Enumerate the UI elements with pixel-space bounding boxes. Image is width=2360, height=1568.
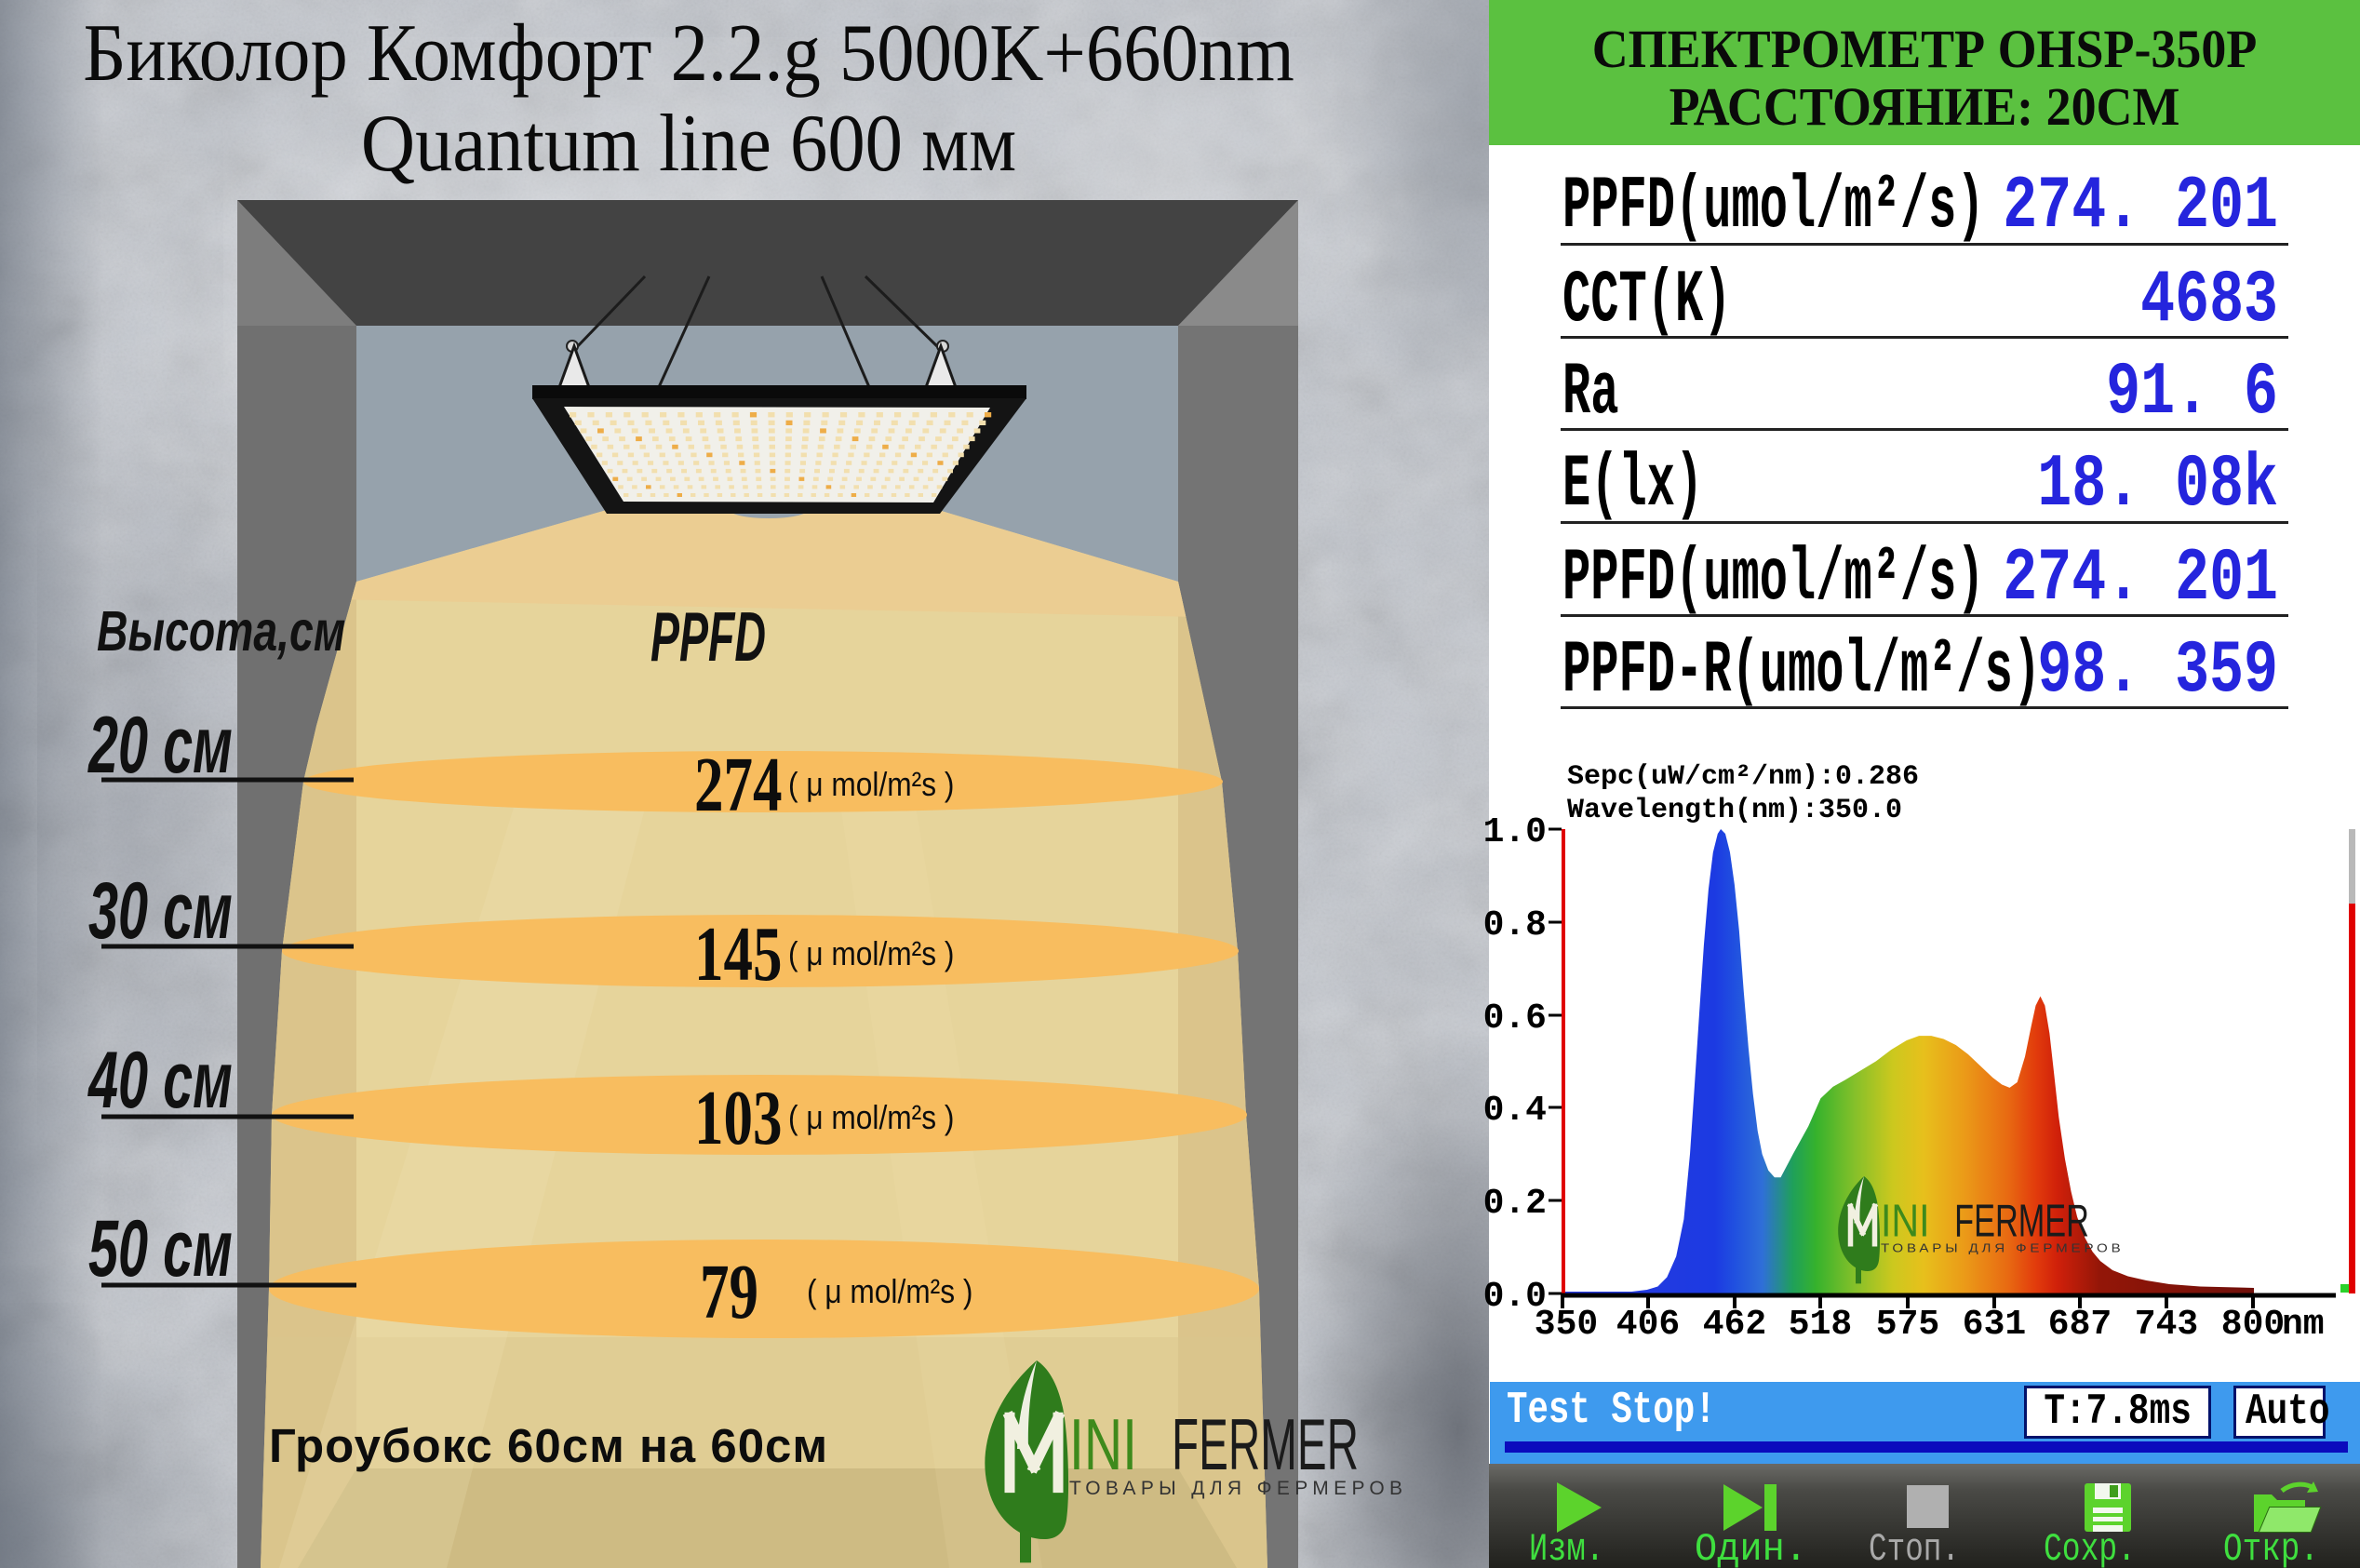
svg-text:0.2: 0.2 bbox=[1483, 1184, 1547, 1224]
svg-text:Откр.: Откр. bbox=[2223, 1527, 2319, 1568]
svg-text:0.4: 0.4 bbox=[1483, 1091, 1547, 1131]
svg-text:INI: INI bbox=[1069, 1403, 1137, 1485]
svg-text:518: 518 bbox=[1789, 1305, 1852, 1345]
svg-text:ТОВАРЫ ДЛЯ ФЕРМЕРОВ: ТОВАРЫ ДЛЯ ФЕРМЕРОВ bbox=[1881, 1242, 2121, 1256]
svg-text:ТОВАРЫ ДЛЯ ФЕРМЕРОВ: ТОВАРЫ ДЛЯ ФЕРМЕРОВ bbox=[1069, 1478, 1402, 1499]
svg-text:687: 687 bbox=[2048, 1305, 2112, 1345]
svg-text:0.0: 0.0 bbox=[1483, 1277, 1547, 1317]
svg-text:Один.: Один. bbox=[1695, 1527, 1807, 1568]
svg-text:406: 406 bbox=[1616, 1305, 1680, 1345]
svg-text:0.8: 0.8 bbox=[1483, 905, 1547, 945]
svg-text:FERMER: FERMER bbox=[1954, 1196, 2089, 1247]
svg-text:631: 631 bbox=[1963, 1305, 2026, 1345]
svg-text:575: 575 bbox=[1876, 1305, 1939, 1345]
svg-text:INI: INI bbox=[1881, 1196, 1930, 1247]
svg-text:Wavelength(nm):350.0: Wavelength(nm):350.0 bbox=[1567, 795, 1902, 826]
svg-text:Сохр.: Сохр. bbox=[2044, 1527, 2136, 1568]
svg-text:0.6: 0.6 bbox=[1483, 998, 1547, 1039]
svg-text:nm: nm bbox=[2282, 1305, 2325, 1345]
svg-text:Стоп.: Стоп. bbox=[1869, 1527, 1960, 1568]
svg-text:350: 350 bbox=[1535, 1305, 1598, 1345]
svg-text:462: 462 bbox=[1703, 1305, 1766, 1345]
svg-text:743: 743 bbox=[2135, 1305, 2198, 1345]
svg-text:800: 800 bbox=[2221, 1305, 2285, 1345]
svg-text:1.0: 1.0 bbox=[1483, 812, 1547, 852]
svg-text:Sepc(uW/cm²/nm):0.286: Sepc(uW/cm²/nm):0.286 bbox=[1567, 761, 1919, 793]
svg-text:Изм.: Изм. bbox=[1529, 1527, 1604, 1568]
svg-text:FERMER: FERMER bbox=[1172, 1403, 1359, 1485]
